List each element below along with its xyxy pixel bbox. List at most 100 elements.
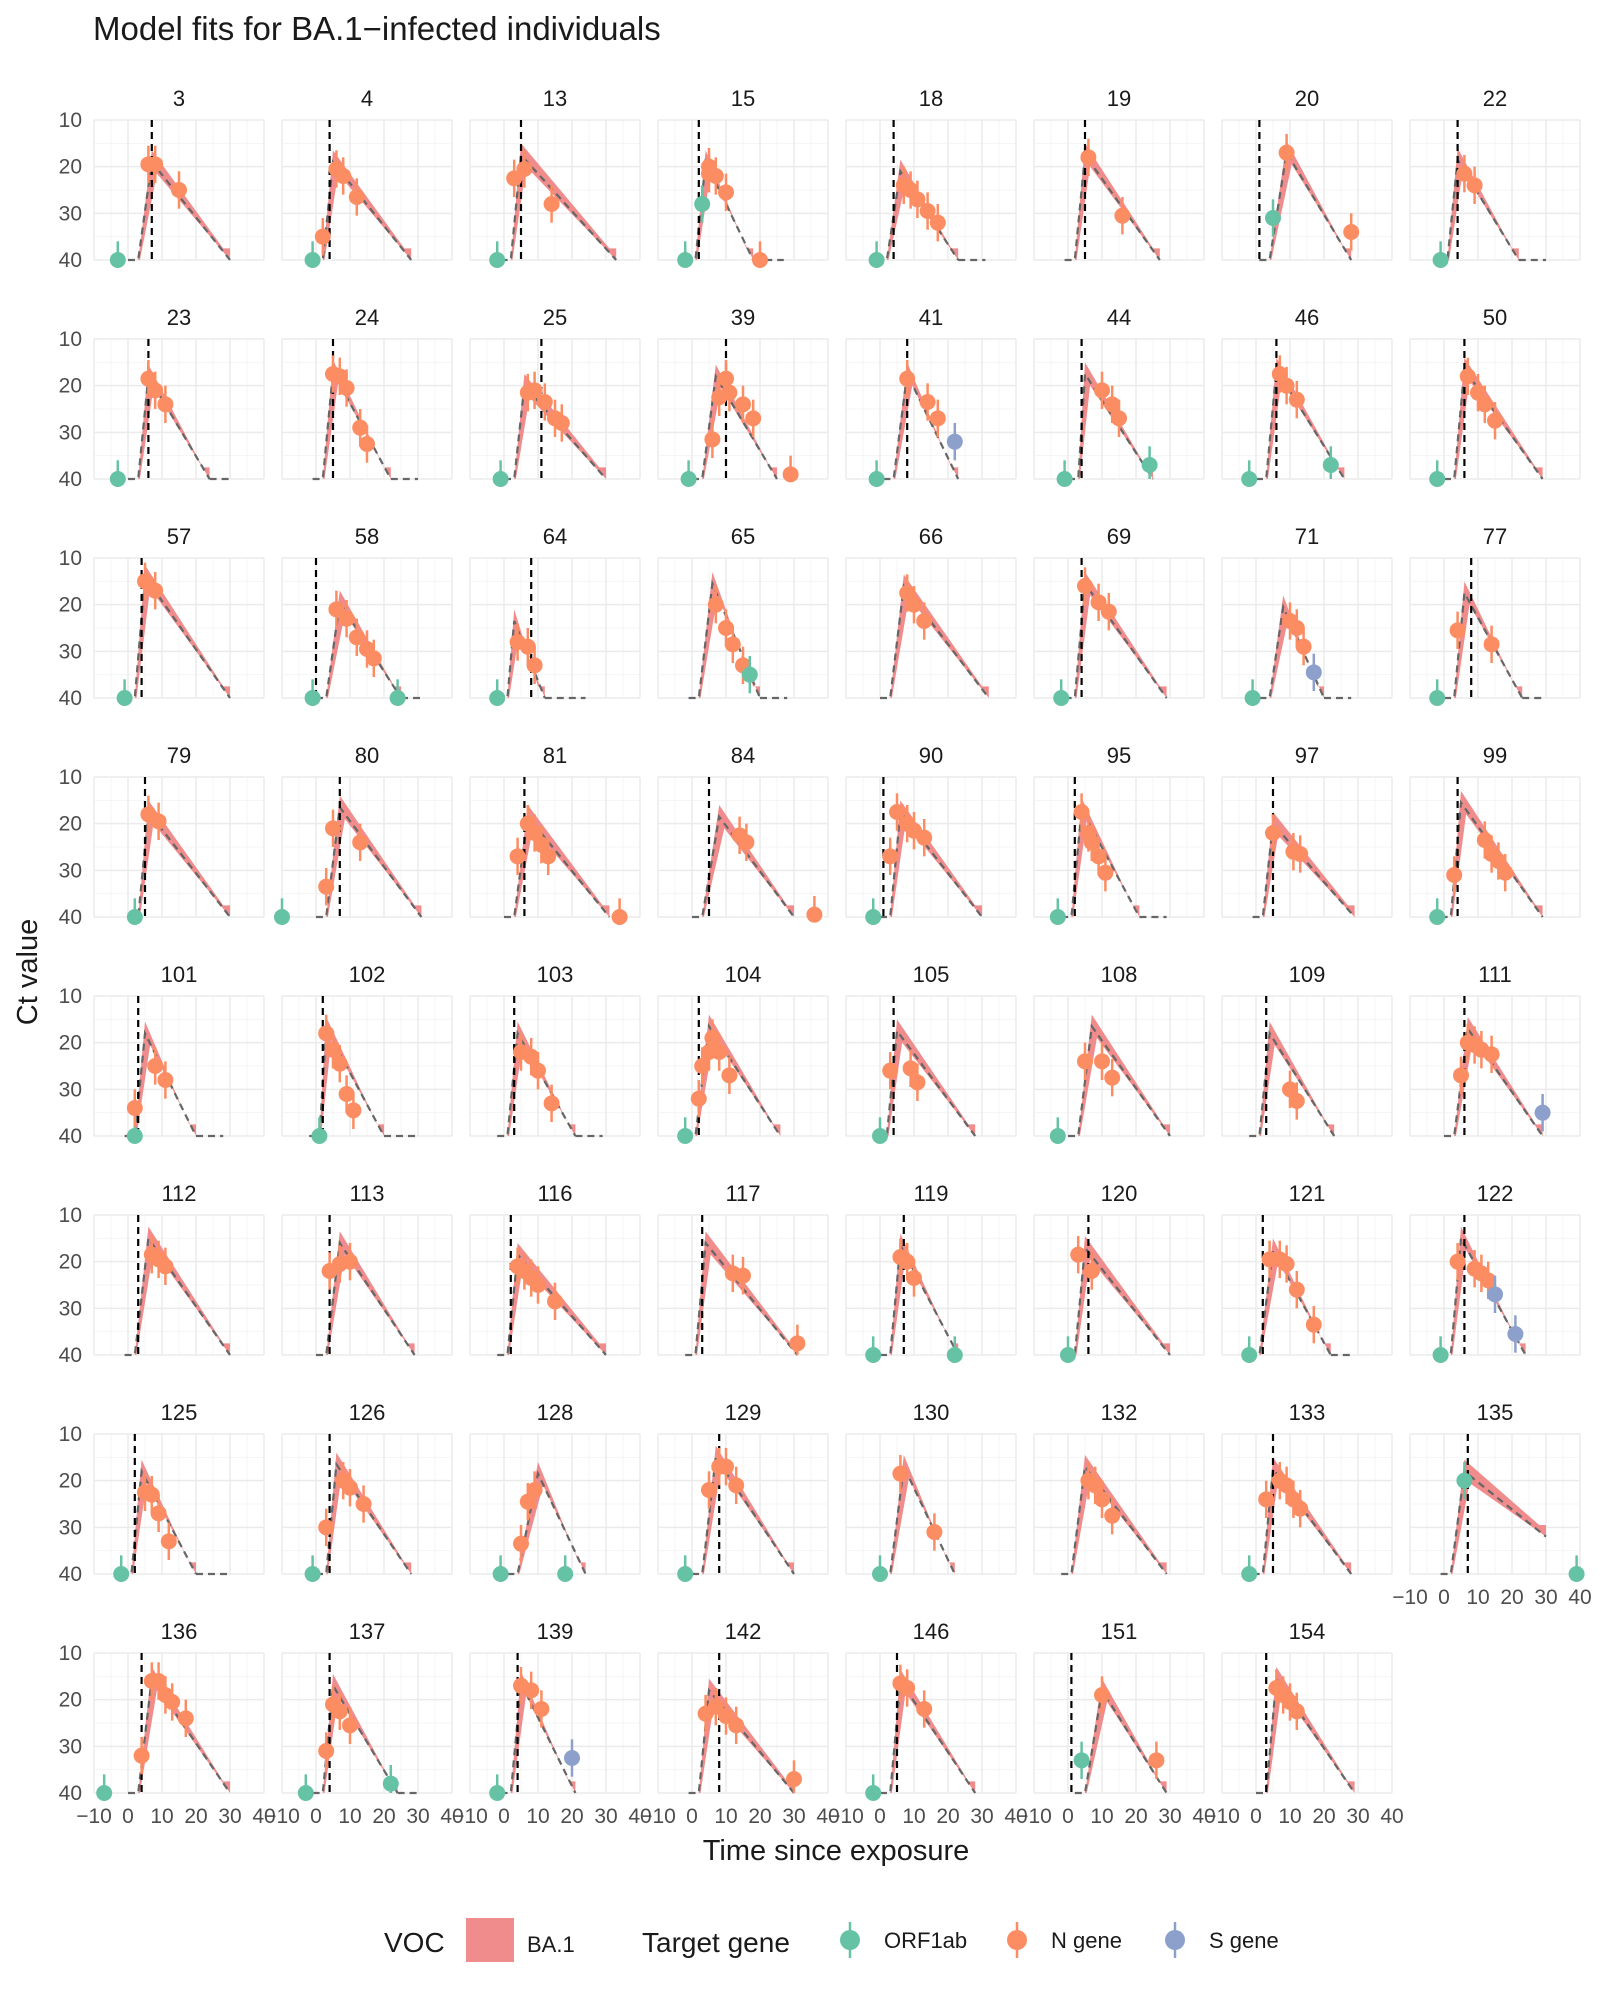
model-fit-ribbon [1068,572,1167,698]
model-fit-ribbon [880,159,959,260]
facet-panel-66: 66 [845,524,1017,700]
y-tick-label: 10 [59,766,82,789]
data-point-n-gene [1305,1316,1322,1333]
facet-label: 64 [543,524,567,549]
data-point-n-gene [704,431,721,448]
data-point-n-gene [1278,1477,1295,1494]
facet-label: 129 [725,1400,762,1425]
facet-label: 116 [537,1181,572,1206]
data-point-n-gene [325,820,341,837]
x-tick-label: 20 [1124,1805,1147,1828]
data-point-n-gene [1470,384,1486,401]
y-tick-label: 30 [59,859,82,882]
x-tick-label: −10 [452,1805,488,1828]
data-point-n-gene [1288,1281,1305,1298]
x-axis-label: Time since exposure [703,1835,969,1867]
model-fit-ribbon [319,795,422,917]
data-point-n-gene [335,168,352,184]
y-tick-label: 20 [59,813,82,836]
facet-panel-90: 90 [845,743,1017,925]
facet-panel-102: 102 [281,962,453,1144]
model-fit-ribbon [880,1019,976,1136]
facet-panel-57: 57 10 20 30 40 [59,524,265,710]
model-fit-ribbon [1252,1238,1331,1355]
facet-label: 125 [161,1400,198,1425]
data-point-orf1ab [116,690,133,706]
data-point-orf1ab [872,1566,888,1582]
model-fit-line [316,1461,413,1576]
y-tick-label: 40 [59,1563,82,1586]
data-point-orf1ab [489,690,506,706]
data-point-orf1ab [865,1785,882,1801]
facet-label: 104 [725,962,762,987]
facet-panel-113: 113 [281,1181,453,1357]
data-point-n-gene [1278,1256,1295,1272]
data-point-n-gene [533,836,550,853]
facet-label: 19 [1107,86,1131,111]
x-tick-label: 40 [252,1805,275,1828]
data-point-orf1ab [1568,1566,1585,1582]
model-fit-ribbon [1259,1667,1355,1793]
y-tick-label: 30 [59,1078,82,1101]
model-fit-ribbon [316,360,391,479]
model-fit-ribbon [319,1452,412,1574]
model-fit-ribbon [1447,357,1543,479]
facet-panel-99: 99 [1409,743,1581,925]
model-fit-line [312,1682,399,1795]
model-fit-ribbon [1262,141,1352,260]
model-fit-line [692,373,778,481]
data-point-n-gene [707,596,724,613]
data-point-n-gene [318,1025,335,1042]
facet-panel-64: 64 [469,524,641,706]
data-point-orf1ab [389,690,406,706]
data-point-orf1ab [1241,471,1258,487]
model-fit-line [1252,1466,1353,1576]
data-point-n-gene [690,1090,707,1107]
facet-panel-18: 18 [845,86,1017,268]
facet-label: 80 [355,743,379,768]
y-tick-label: 10 [59,985,82,1008]
x-tick-label: 0 [1250,1805,1262,1828]
data-point-orf1ab [1141,457,1158,473]
model-fit-line [507,1470,587,1576]
data-point-orf1ab [304,690,321,706]
facet-panel-81: 81 [469,743,641,925]
data-point-orf1ab [868,252,885,268]
model-fit-line [1256,1675,1356,1795]
facet-label: 77 [1483,524,1507,549]
data-point-orf1ab [1456,1472,1473,1489]
facet-panel-25: 25 [469,305,641,487]
data-point-orf1ab [1429,909,1446,925]
facet-label: 4 [361,86,373,111]
x-tick-label: 20 [1312,1805,1335,1828]
facet-panel-154: 154 −10 0 10 20 30 40 [1204,1619,1403,1828]
y-tick-label: 20 [59,156,82,179]
data-point-n-gene [352,834,369,851]
model-fit-line [688,579,762,700]
model-fit-ribbon [1444,1459,1546,1574]
data-point-n-gene [1148,1752,1165,1769]
facet-label: 84 [731,743,755,768]
data-point-n-gene [536,394,553,410]
model-fit-line [316,804,423,919]
legend-gene-label: S gene [1209,1928,1279,1953]
x-tick-label: 0 [1438,1586,1450,1609]
data-point-n-gene [906,596,922,613]
facet-panel-15: 15 [657,86,829,268]
data-point-n-gene [889,804,905,820]
data-point-n-gene [547,1293,563,1310]
data-point-n-gene [519,1493,536,1510]
data-point-orf1ab [113,1566,130,1582]
model-fit-ribbon [316,1674,398,1793]
data-point-orf1ab [677,252,694,268]
x-tick-label: 20 [1500,1586,1523,1609]
facet-panel-119: 119 [845,1181,1017,1363]
data-point-n-gene [543,196,560,212]
facet-panel-44: 44 [1033,305,1205,487]
data-point-n-gene [1456,165,1473,182]
facet-label: 71 [1295,524,1319,549]
facet-label: 113 [349,1181,384,1206]
data-point-n-gene [1077,1053,1093,1070]
data-point-n-gene [899,585,916,601]
